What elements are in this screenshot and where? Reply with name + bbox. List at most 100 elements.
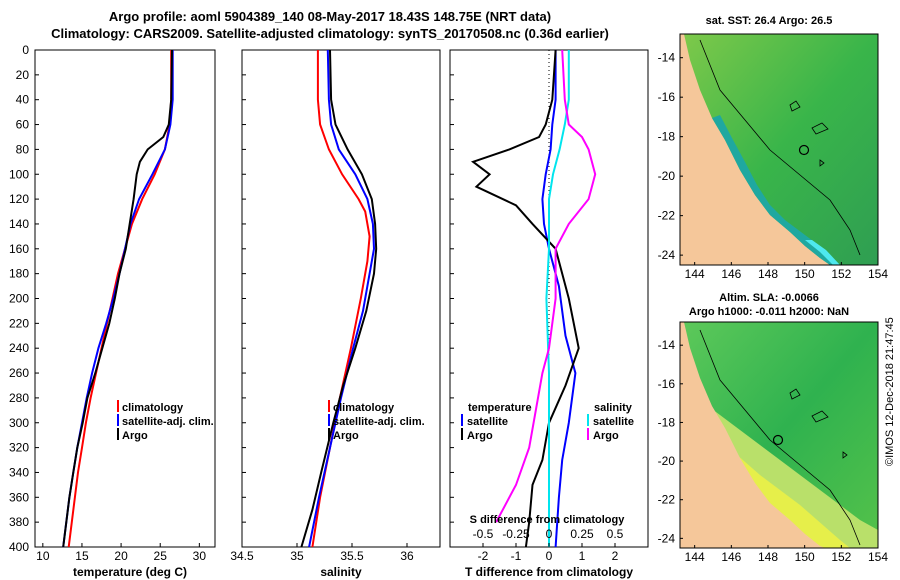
- sla-coastal-high: [720, 440, 850, 548]
- depth-axis: 0 20 40 60 80 100 120 140 160 180 200 220 240 260 280 3…: [9, 43, 454, 554]
- shelf-contour: [699, 329, 861, 546]
- x-tick-label: -1: [511, 549, 522, 563]
- depth-tick-label: 360: [9, 490, 29, 504]
- x-tick-label: 35.5: [340, 549, 364, 563]
- x-tick-label: 30: [193, 549, 207, 563]
- depth-tick-label: 20: [16, 68, 30, 82]
- sst-map-axes: 144 146 148 150 152 154 -14 -16 -18 -20 -22 -24: [658, 51, 889, 281]
- map-x-tick-label: 144: [685, 550, 705, 564]
- depth-tick-label: 240: [9, 341, 29, 355]
- sst-map-frame: [679, 33, 879, 266]
- argo-position-marker: [798, 144, 810, 156]
- legend-s-argo: Argo: [593, 430, 619, 442]
- depth-tick-label: 260: [9, 366, 29, 380]
- figure-title-line-2: Climatology: CARS2009. Satellite-adjuste…: [51, 26, 609, 41]
- map-y-tick-label: -22: [658, 493, 676, 507]
- x-tick-label: 2: [612, 549, 619, 563]
- depth-tick-label: 380: [9, 515, 29, 529]
- legend-climatology: climatology: [122, 402, 184, 414]
- temperature-panel-frame: [34, 49, 216, 548]
- salinity-panel-frame: [241, 49, 441, 548]
- x-tick-label: 1: [579, 549, 586, 563]
- x-tick-label: -2: [478, 549, 489, 563]
- map-x-tick-label: 154: [868, 550, 888, 564]
- t-difference-xlabel: T difference from climatology: [465, 565, 633, 579]
- x-tick-label: 36: [400, 549, 414, 563]
- depth-tick-label: 160: [9, 242, 29, 256]
- reef-outlines: [789, 388, 848, 459]
- sla-map-axes: 144 146 148 150 152 154 -14 -16 -18 -20 -22 -24: [658, 338, 889, 564]
- map-y-tick-label: -20: [658, 169, 676, 183]
- legend-climatology: climatology: [333, 402, 395, 414]
- legend-t-satellite: satellite: [467, 416, 508, 428]
- legend-argo: Argo: [333, 430, 359, 442]
- map-x-tick-label: 146: [721, 267, 741, 281]
- map-x-tick-label: 152: [831, 267, 851, 281]
- difference-legend-salinity: salinity satellite Argo: [587, 402, 634, 442]
- temperature-plot: 10 15 20 25 30: [36, 49, 207, 563]
- depth-tick-label: 60: [16, 118, 30, 132]
- legend-argo: Argo: [122, 430, 148, 442]
- series-s-satellite: [545, 50, 570, 547]
- map-x-tick-label: 148: [758, 267, 778, 281]
- x-tick-label: 34.5: [230, 549, 254, 563]
- map-y-tick-label: -18: [658, 415, 676, 429]
- x-tick-label: 10: [36, 549, 50, 563]
- sst-map: [680, 34, 878, 265]
- x-tick-label: 20: [114, 549, 128, 563]
- map-y-tick-label: -16: [658, 90, 676, 104]
- x-tick-label: 35: [290, 549, 304, 563]
- depth-tick-label: 220: [9, 316, 29, 330]
- map-y-tick-label: -18: [658, 130, 676, 144]
- temperature-legend: climatology satellite-adj. clim. Argo: [117, 400, 214, 442]
- series-argo: [62, 49, 173, 548]
- imos-watermark: ©IMOS 12-Dec-2018 21:47:45: [884, 317, 896, 466]
- series-satellite-adj-clim-: [62, 50, 174, 548]
- sla-map: [680, 322, 878, 548]
- sst-map-title: sat. SST: 26.4 Argo: 26.5: [706, 15, 833, 27]
- coastal-shelf: [712, 115, 838, 265]
- land: [680, 322, 825, 548]
- s-tick-label: -0.5: [473, 527, 494, 541]
- salinity-plot: 34.5 35 35.5 36: [230, 49, 414, 563]
- series-satellite-adj-clim-: [308, 49, 376, 548]
- depth-tick-label: 180: [9, 267, 29, 281]
- depth-tick-label: 40: [16, 93, 30, 107]
- series-t-argo: [470, 49, 580, 548]
- depth-tick-label: 120: [9, 192, 29, 206]
- argo-position-marker: [772, 434, 784, 446]
- legend-s-satellite: satellite: [593, 416, 634, 428]
- depth-tick-label: 200: [9, 292, 29, 306]
- map-x-tick-label: 154: [868, 267, 888, 281]
- depth-tick-label: 280: [9, 391, 29, 405]
- coastal-warm: [805, 240, 840, 265]
- salinity-xlabel: salinity: [320, 565, 362, 579]
- figure-title-line-1: Argo profile: aoml 5904389_140 08-May-20…: [108, 9, 552, 24]
- map-x-tick-label: 152: [831, 550, 851, 564]
- map-y-tick-label: -22: [658, 209, 676, 223]
- depth-tick-label: 80: [16, 142, 30, 156]
- legend-temperature-title: temperature: [468, 402, 532, 414]
- s-tick-label: 0.5: [607, 527, 624, 541]
- depth-tick-label: 140: [9, 217, 29, 231]
- legend-salinity-title: salinity: [594, 402, 633, 414]
- s-tick-label: 0: [546, 527, 553, 541]
- depth-tick-label: 320: [9, 441, 29, 455]
- series-s-argo: [495, 49, 597, 523]
- s-tick-label: -0.25: [502, 527, 530, 541]
- difference-legend-temperature: temperature satellite Argo: [461, 402, 532, 442]
- depth-tick-label: 400: [9, 540, 29, 554]
- series-climatology: [67, 50, 173, 548]
- sla-map-frame: [679, 321, 879, 549]
- sla-map-title-1: Altim. SLA: -0.0066: [719, 292, 819, 304]
- depth-tick-label: 100: [9, 167, 29, 181]
- map-x-tick-label: 144: [685, 267, 705, 281]
- x-tick-label: 15: [75, 549, 89, 563]
- legend-satellite: satellite-adj. clim.: [122, 416, 214, 428]
- map-x-tick-label: 150: [795, 267, 815, 281]
- s-difference-label: S difference from climatology: [470, 514, 626, 526]
- difference-plot: -2 -1 0 1 2 -0.5 -0.25 0 0.25 0.5: [470, 49, 624, 563]
- map-x-tick-label: 146: [721, 550, 741, 564]
- depth-tick-label: 300: [9, 416, 29, 430]
